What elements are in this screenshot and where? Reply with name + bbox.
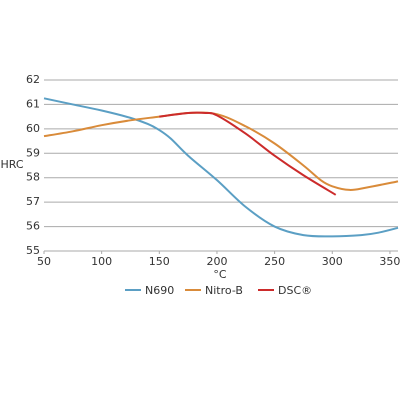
series-line (43, 111, 399, 191)
x-tick-label: 150 (149, 255, 170, 268)
legend-label: Nitro-B (205, 284, 243, 297)
x-tick-label: 50 (37, 255, 51, 268)
x-tick-label: 250 (264, 255, 285, 268)
x-tick-label: 300 (322, 255, 343, 268)
series-line (159, 111, 337, 196)
y-tick-label: 58 (26, 171, 40, 184)
y-tick-label: 56 (26, 220, 40, 233)
y-tick-label: 61 (26, 97, 40, 110)
x-tick-label: 100 (91, 255, 112, 268)
y-tick-label: 55 (26, 244, 40, 257)
x-tick-label: 200 (206, 255, 227, 268)
y-tick-label: 60 (26, 122, 40, 135)
legend-label: N690 (145, 284, 174, 297)
legend-label: DSC® (278, 284, 312, 297)
x-axis-label: °C (213, 268, 227, 281)
y-tick-label: 59 (26, 146, 40, 159)
x-tick-label: 350 (379, 255, 400, 268)
series-line (43, 97, 399, 238)
y-tick-label: 62 (26, 73, 40, 86)
y-tick-label: 57 (26, 195, 40, 208)
y-axis-label: HRC (0, 158, 23, 171)
